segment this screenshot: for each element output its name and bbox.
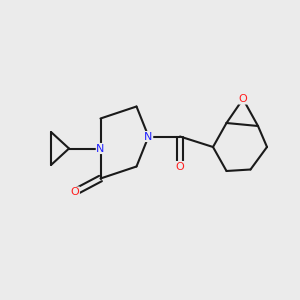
Text: O: O — [70, 187, 80, 197]
Text: N: N — [96, 143, 105, 154]
Text: O: O — [176, 161, 184, 172]
Text: N: N — [144, 131, 153, 142]
Text: O: O — [238, 94, 247, 104]
